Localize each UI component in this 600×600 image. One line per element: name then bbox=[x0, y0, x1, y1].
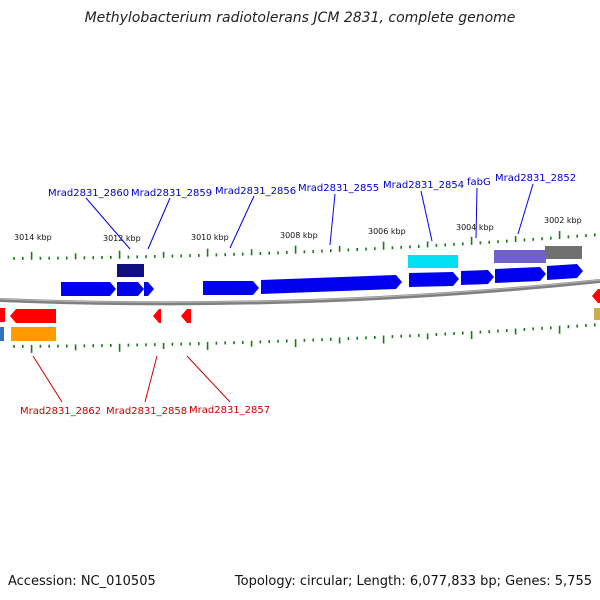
forward-leader-lines bbox=[85, 183, 534, 250]
feature-block-cyan[interactable] bbox=[408, 255, 458, 268]
scale-label: 3008 kbp bbox=[280, 231, 318, 240]
scale-label: 3006 kbp bbox=[368, 227, 406, 236]
forward-genes bbox=[61, 264, 583, 296]
gene-arrow-forward[interactable] bbox=[461, 270, 494, 285]
gene-label[interactable]: Mrad2831_2855 bbox=[298, 183, 379, 194]
gene-arrow-forward[interactable] bbox=[144, 282, 154, 296]
feature-block-navy[interactable] bbox=[117, 264, 144, 277]
gene-arrow-forward[interactable] bbox=[117, 282, 144, 296]
gene-arrow-forward[interactable] bbox=[547, 264, 583, 280]
reverse-genes bbox=[0, 289, 600, 323]
genome-summary-text: Topology: circular; Length: 6,077,833 bp… bbox=[234, 574, 592, 589]
gene-label[interactable]: Mrad2831_2862 bbox=[20, 406, 101, 417]
scale-label: 3010 kbp bbox=[191, 233, 229, 242]
genome-backbone bbox=[0, 279, 600, 306]
scale-labels: 3014 kbp 3012 kbp 3010 kbp 3008 kbp 3006… bbox=[14, 216, 582, 243]
forward-gene-labels: Mrad2831_2860 Mrad2831_2859 Mrad2831_285… bbox=[48, 173, 576, 199]
gene-arrow-reverse[interactable] bbox=[10, 309, 56, 323]
gene-label[interactable]: Mrad2831_2860 bbox=[48, 188, 129, 199]
gene-arrow-forward[interactable] bbox=[61, 282, 116, 296]
gene-label[interactable]: Mrad2831_2854 bbox=[383, 180, 464, 191]
feature-block-gray[interactable] bbox=[545, 246, 582, 259]
accession-text: Accession: NC_010505 bbox=[8, 574, 156, 589]
gene-arrow-forward[interactable] bbox=[409, 272, 459, 287]
scale-label: 3012 kbp bbox=[103, 234, 141, 243]
feature-block-orange[interactable] bbox=[11, 327, 56, 341]
gene-arrow-forward[interactable] bbox=[203, 281, 259, 295]
gene-label[interactable]: Mrad2831_2856 bbox=[215, 186, 296, 197]
gene-arrow-reverse[interactable] bbox=[181, 309, 191, 323]
feature-block-steelblue[interactable] bbox=[0, 327, 4, 341]
gene-arrow-reverse[interactable] bbox=[0, 308, 5, 322]
gene-label[interactable]: Mrad2831_2852 bbox=[495, 173, 576, 184]
gene-arrow-forward[interactable] bbox=[495, 267, 546, 283]
feature-block-slate[interactable] bbox=[494, 250, 546, 263]
gene-label[interactable]: Mrad2831_2858 bbox=[106, 406, 187, 417]
gene-label[interactable]: fabG bbox=[467, 177, 491, 188]
reverse-leader-lines bbox=[32, 355, 231, 403]
feature-block-khaki[interactable] bbox=[594, 308, 600, 320]
gene-arrow-forward[interactable] bbox=[261, 275, 402, 294]
reverse-gene-labels: Mrad2831_2862 Mrad2831_2858 Mrad2831_285… bbox=[20, 405, 270, 417]
gene-arrow-reverse[interactable] bbox=[592, 289, 600, 303]
genome-backbone-highlight bbox=[0, 279, 600, 303]
scale-label: 3002 kbp bbox=[544, 216, 582, 225]
gene-arrow-reverse[interactable] bbox=[153, 309, 161, 323]
genome-title: Methylobacterium radiotolerans JCM 2831,… bbox=[84, 10, 516, 26]
scale-label: 3014 kbp bbox=[14, 233, 52, 242]
scale-label: 3004 kbp bbox=[456, 223, 494, 232]
upper-tick-track bbox=[13, 230, 596, 260]
gene-label[interactable]: Mrad2831_2859 bbox=[131, 188, 212, 199]
lower-tick-track bbox=[13, 323, 596, 353]
gene-label[interactable]: Mrad2831_2857 bbox=[189, 405, 270, 416]
